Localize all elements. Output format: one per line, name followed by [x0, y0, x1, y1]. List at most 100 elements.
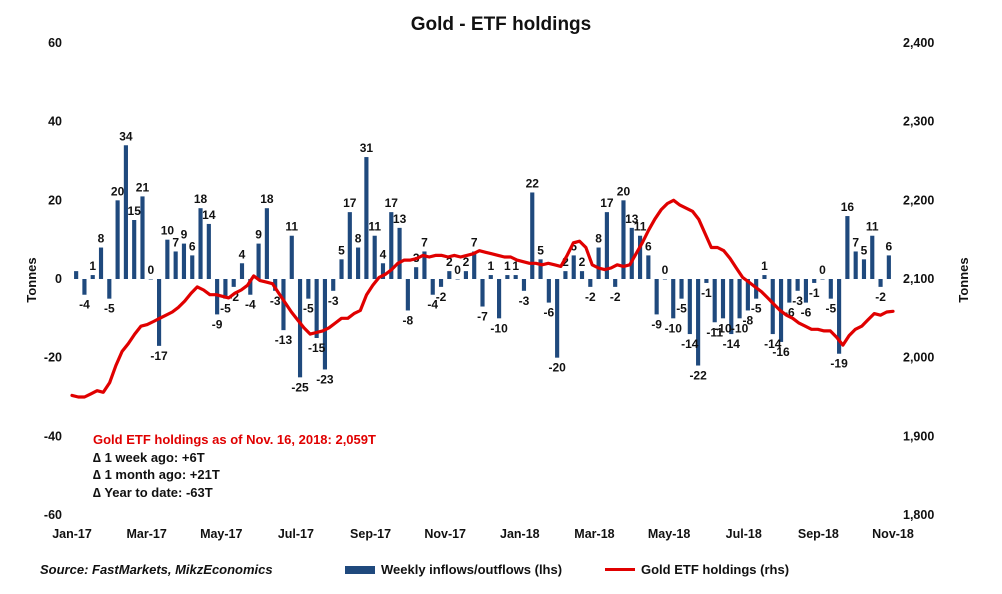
- y-tick-left: 60: [48, 36, 62, 50]
- bar: [803, 279, 808, 303]
- bar: [671, 279, 676, 319]
- bar: [596, 247, 601, 279]
- bar: [198, 208, 203, 279]
- y-axis-right-label: Tonnes: [956, 257, 971, 302]
- bar: [662, 279, 668, 280]
- bar: [215, 279, 220, 315]
- bar: [704, 279, 709, 283]
- x-tick: Nov-17: [424, 527, 466, 541]
- bar: [505, 275, 510, 279]
- bar-label: 10: [161, 224, 175, 238]
- bar-label: 20: [617, 184, 631, 198]
- bar: [306, 279, 311, 299]
- bar: [679, 279, 684, 299]
- bar-label: -1: [809, 286, 820, 300]
- bar: [281, 279, 286, 331]
- bar: [571, 255, 576, 279]
- bar-label: -17: [150, 349, 168, 363]
- bar: [488, 275, 493, 279]
- bar: [438, 279, 444, 287]
- y-tick-left: -20: [44, 351, 62, 365]
- bar-label: 20: [111, 184, 125, 198]
- bar-label: 18: [260, 192, 274, 206]
- bar: [165, 239, 170, 279]
- bar: [795, 279, 800, 291]
- bar-label: -3: [328, 294, 339, 308]
- bar: [687, 279, 692, 335]
- y-axis-left-label: Tonnes: [24, 257, 39, 302]
- bar: [853, 251, 858, 279]
- bar: [264, 208, 269, 279]
- bar-label: 7: [172, 235, 179, 249]
- bar-label: -15: [308, 341, 326, 355]
- bar-label: 8: [595, 232, 602, 246]
- bar: [82, 279, 87, 295]
- y-tick-left: 20: [48, 193, 62, 207]
- bar: [837, 279, 842, 354]
- bar-label: -25: [291, 380, 309, 394]
- x-tick: Mar-18: [574, 527, 614, 541]
- bar-label: -6: [544, 306, 555, 320]
- bar: [845, 216, 850, 279]
- bar: [206, 223, 211, 279]
- bar-label: -1: [701, 286, 712, 300]
- bar: [579, 271, 585, 279]
- x-tick: Jul-18: [726, 527, 762, 541]
- bar-label: -9: [651, 317, 662, 331]
- bar: [132, 220, 137, 279]
- bar-label: 13: [393, 212, 407, 226]
- bar: [430, 279, 435, 295]
- bar-label: 6: [570, 239, 577, 253]
- bar: [886, 255, 891, 279]
- bar: [248, 279, 253, 295]
- annotation-ytd: ∆ Year to date: -63T: [93, 484, 213, 500]
- bar-label: 15: [128, 204, 142, 218]
- bar: [115, 200, 120, 279]
- bar: [762, 275, 767, 279]
- bar-label: -3: [519, 294, 530, 308]
- bar-label: 0: [454, 263, 461, 277]
- bar: [364, 157, 369, 279]
- bar-label: -14: [681, 337, 699, 351]
- bar-label: 17: [343, 196, 357, 210]
- bar: [74, 271, 79, 279]
- bar-label: 5: [338, 243, 345, 257]
- bar-label: -2: [585, 290, 596, 304]
- bar-label: -5: [751, 302, 762, 316]
- x-tick: Jan-17: [52, 527, 92, 541]
- bar-label: 2: [562, 255, 569, 269]
- x-tick: Sep-18: [798, 527, 839, 541]
- y-tick-left: -40: [44, 429, 62, 443]
- bar: [181, 243, 187, 279]
- bar-label: -2: [875, 290, 886, 304]
- bar-label: 8: [98, 232, 105, 246]
- bar-label: 11: [866, 220, 879, 234]
- bar: [239, 263, 245, 279]
- annotation-week: ∆ 1 week ago: +6T: [93, 449, 205, 465]
- bar-label: -5: [220, 302, 231, 316]
- bar-label: -2: [228, 290, 239, 304]
- bar: [157, 279, 162, 346]
- bar-label: -9: [212, 317, 223, 331]
- bar: [322, 279, 328, 370]
- bar: [787, 279, 792, 303]
- x-axis-ticks: Jan-17 Mar-17 May-17 Jul-17 Sep-17 Nov-17 Jan-…: [52, 527, 914, 541]
- bar-label: 16: [841, 200, 855, 214]
- bar-label: -5: [104, 302, 115, 316]
- bar-label: -23: [316, 372, 334, 386]
- y-tick-right: 2,000: [903, 351, 934, 365]
- bar: [729, 279, 734, 335]
- bar-label: -4: [427, 298, 438, 312]
- bar-label: 18: [194, 192, 208, 206]
- bar-label: -10: [714, 321, 732, 335]
- bar: [480, 279, 485, 307]
- bar-label: -14: [723, 337, 741, 351]
- y-tick-left: 0: [55, 272, 62, 286]
- bar-label: 7: [421, 235, 428, 249]
- bar: [513, 275, 518, 279]
- annotation-headline: Gold ETF holdings as of Nov. 16, 2018: 2…: [93, 432, 376, 447]
- annotation-month: ∆ 1 month ago: +21T: [93, 467, 220, 482]
- bar: [314, 279, 319, 338]
- bar-label: -8: [743, 313, 754, 327]
- bar-label: -22: [689, 369, 707, 383]
